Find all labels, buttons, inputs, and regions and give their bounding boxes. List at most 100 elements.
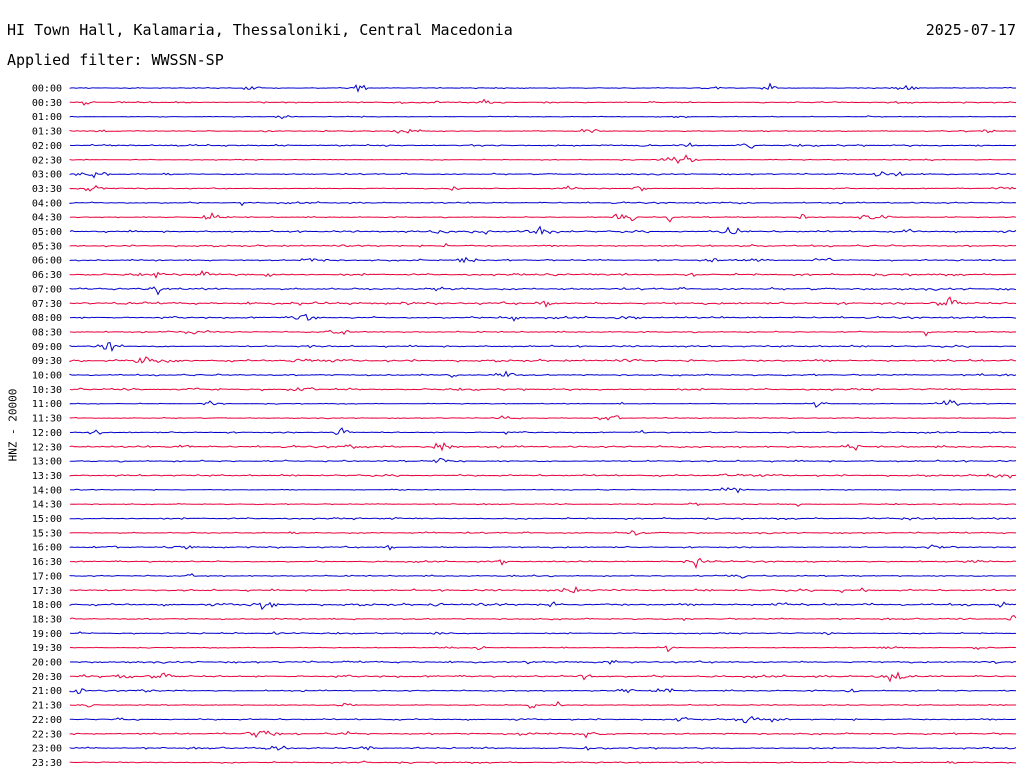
row-time-label: 14:00	[32, 485, 62, 496]
seismic-trace	[69, 427, 1016, 435]
seismic-trace	[69, 201, 1017, 207]
row-time-label: 03:00	[32, 170, 62, 181]
seismic-trace	[69, 82, 1017, 93]
filter-label: Applied filter: WWSSN-SP	[7, 51, 224, 69]
seismic-trace	[69, 415, 1017, 421]
row-time-label: 07:00	[32, 284, 62, 295]
seismic-trace	[69, 671, 1017, 683]
seismic-trace	[69, 270, 1017, 279]
seismic-trace	[69, 688, 1017, 695]
seismic-trace	[69, 659, 1017, 665]
row-time-label: 16:30	[32, 557, 62, 568]
seismic-trace	[69, 313, 1017, 322]
row-time-label: 11:00	[32, 399, 62, 410]
row-time-label: 00:30	[32, 98, 62, 109]
row-time-label: 19:30	[32, 643, 62, 654]
row-time-label: 12:00	[32, 428, 62, 439]
seismic-trace	[69, 387, 1017, 392]
row-time-label: 22:00	[32, 715, 62, 726]
seismic-trace	[69, 601, 1017, 611]
seismic-trace	[69, 557, 1017, 569]
row-time-label: 01:00	[32, 112, 62, 123]
row-time-label: 10:00	[32, 371, 62, 382]
row-time-label: 07:30	[32, 299, 62, 310]
row-time-label: 17:00	[32, 571, 62, 582]
seismic-trace	[69, 502, 1017, 507]
seismic-trace	[69, 760, 1017, 764]
row-time-label: 15:00	[32, 514, 62, 525]
row-time-label: 20:30	[32, 672, 62, 683]
row-time-label: 20:00	[32, 658, 62, 669]
seismic-trace	[69, 329, 1017, 337]
seismic-trace	[69, 171, 1016, 179]
row-time-label: 18:00	[32, 600, 62, 611]
seismic-trace	[69, 473, 1017, 479]
row-time-label: 02:30	[32, 155, 62, 166]
station-title: HI Town Hall, Kalamaria, Thessaloniki, C…	[7, 21, 513, 39]
seismic-trace	[69, 399, 1016, 408]
row-time-label: 09:30	[32, 356, 62, 367]
row-time-label: 21:00	[32, 686, 62, 697]
seismic-trace	[69, 615, 1017, 622]
row-time-label: 04:00	[32, 198, 62, 209]
seismic-trace	[69, 730, 1016, 739]
seismic-trace	[69, 115, 1017, 120]
row-time-label: 04:30	[32, 213, 62, 224]
row-time-label: 10:30	[32, 385, 62, 396]
row-time-label: 05:30	[32, 241, 62, 252]
row-time-label: 01:30	[32, 127, 62, 138]
seismic-trace	[69, 457, 1017, 464]
seismic-trace	[69, 154, 1017, 164]
seismic-trace	[69, 370, 1017, 378]
row-time-label: 03:30	[32, 184, 62, 195]
row-time-label: 22:30	[32, 729, 62, 740]
row-time-label: 18:30	[32, 614, 62, 625]
row-time-label: 00:00	[32, 84, 62, 95]
seismic-trace	[69, 256, 1017, 264]
seismic-trace	[69, 516, 1017, 521]
row-time-label: 21:30	[32, 701, 62, 712]
seismic-trace	[69, 142, 1017, 149]
row-time-label: 02:00	[32, 141, 62, 152]
seismic-trace	[69, 185, 1017, 192]
seismic-trace	[69, 342, 1017, 353]
row-time-label: 14:30	[32, 500, 62, 511]
seismic-trace	[69, 544, 1017, 551]
seismic-trace	[69, 225, 1017, 236]
seismic-trace	[69, 242, 1017, 248]
row-time-label: 09:00	[32, 342, 62, 353]
row-time-label: 13:00	[32, 457, 62, 468]
seismic-trace	[69, 98, 1017, 106]
seismic-trace	[69, 700, 1016, 709]
row-time-label: 15:30	[32, 528, 62, 539]
seismic-trace	[69, 442, 1017, 452]
row-time-label: 16:00	[32, 543, 62, 554]
seismic-trace	[69, 745, 1017, 751]
seismic-trace	[69, 211, 1017, 223]
seismic-trace	[69, 296, 1017, 308]
seismic-trace	[69, 356, 1016, 364]
row-time-label: 11:30	[32, 414, 62, 425]
row-time-label: 19:00	[32, 629, 62, 640]
row-time-label: 05:00	[32, 227, 62, 238]
row-time-label: 17:30	[32, 586, 62, 597]
seismic-trace	[69, 573, 1017, 579]
seismic-trace	[69, 128, 1017, 134]
seismic-trace	[69, 530, 1017, 536]
row-time-label: 12:30	[32, 442, 62, 453]
seismic-trace	[69, 487, 1017, 494]
seismic-trace	[69, 645, 1017, 653]
seismic-trace	[69, 631, 1016, 636]
seismic-trace	[69, 286, 1017, 296]
seismic-trace	[69, 715, 1017, 724]
row-time-label: 06:00	[32, 256, 62, 267]
date-label: 2025-07-17	[925, 21, 1016, 39]
row-time-label: 13:30	[32, 471, 62, 482]
row-time-label: 08:00	[32, 313, 62, 324]
row-time-label: 06:30	[32, 270, 62, 281]
row-time-label: 23:30	[32, 758, 62, 769]
seismic-trace	[69, 585, 1017, 594]
row-time-label: 08:30	[32, 327, 62, 338]
row-time-label: 23:00	[32, 744, 62, 755]
